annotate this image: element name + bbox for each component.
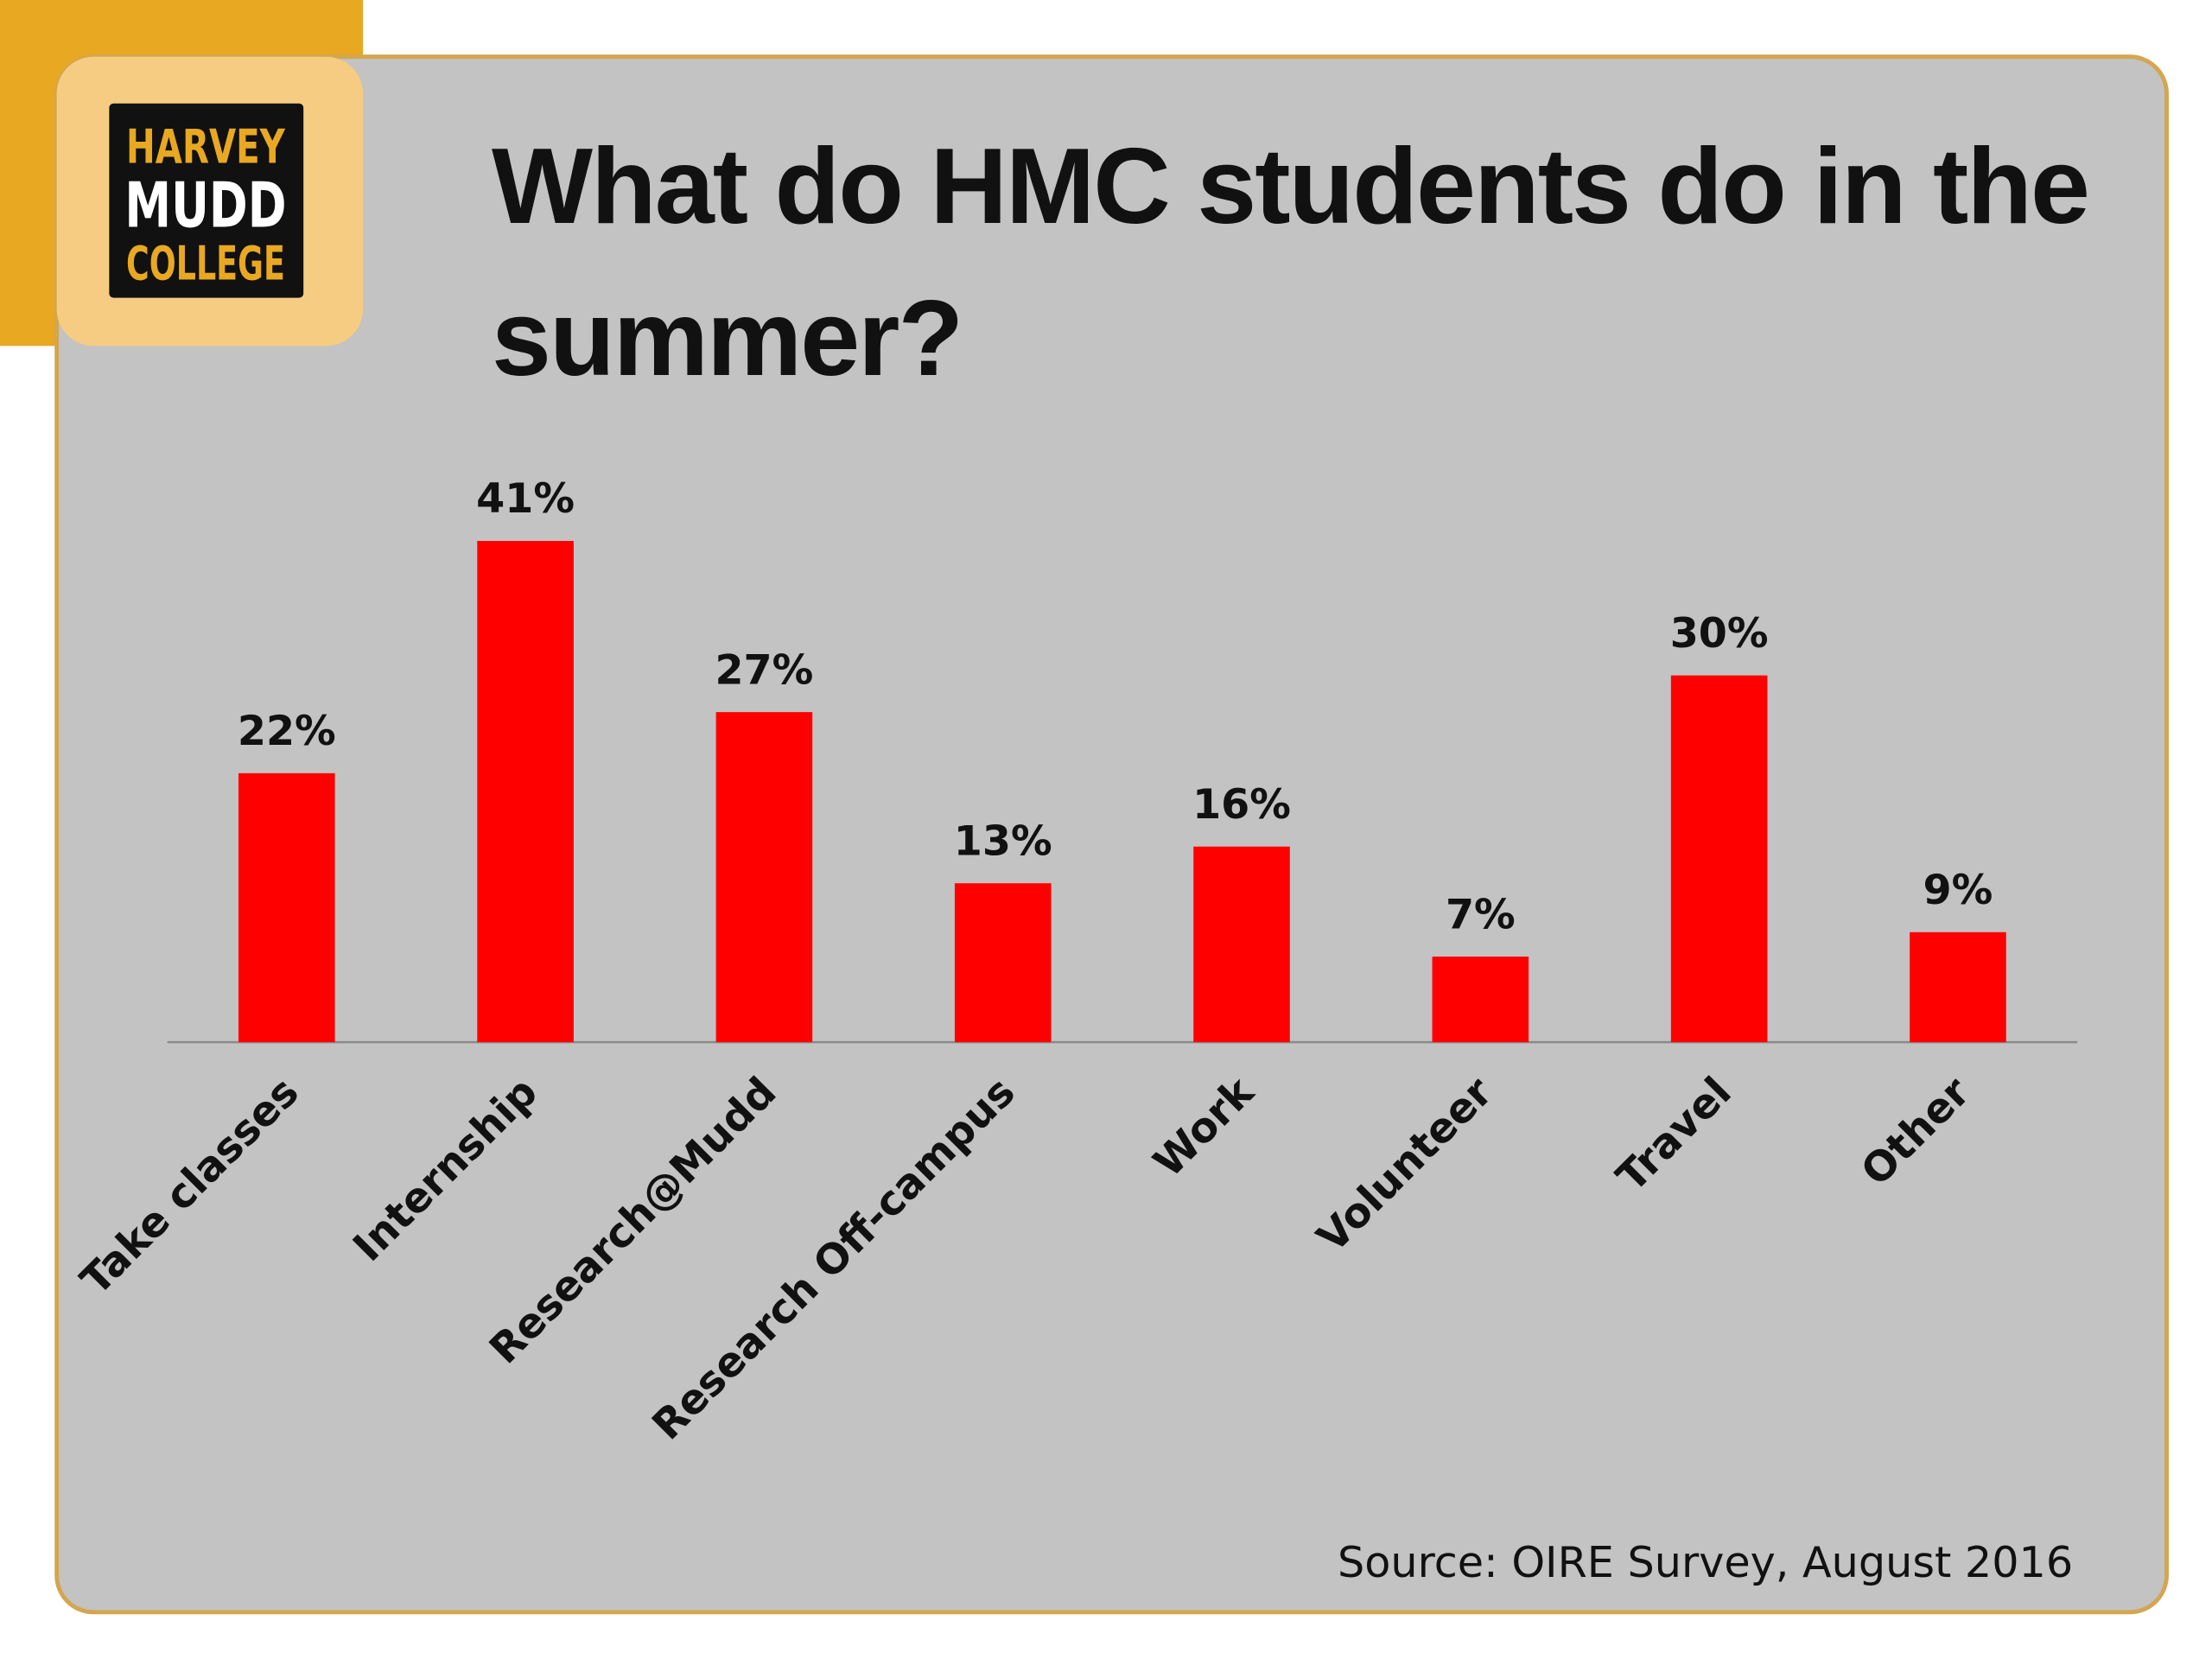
logo-box (109, 103, 304, 298)
plot: 22%Take classes41%Internship27%Research@… (72, 475, 2006, 1449)
data-label: 16% (1192, 781, 1291, 829)
bar (238, 772, 335, 1043)
data-label: 9% (1923, 867, 1993, 914)
bar (1432, 957, 1529, 1043)
logo-line: HARVEY (126, 120, 285, 175)
bar (954, 883, 1052, 1043)
bar (1910, 931, 2006, 1043)
data-label: 30% (1670, 610, 1769, 658)
data-label: 13% (954, 817, 1052, 865)
bar (1670, 675, 1768, 1043)
data-label: 27% (715, 646, 813, 694)
chart-title: What do HMC students do in the summer? (492, 127, 2090, 398)
data-label: 7% (1446, 891, 1516, 938)
bar (477, 541, 574, 1043)
panel (54, 54, 2169, 1615)
data-label: 22% (238, 708, 336, 755)
logo-line: COLLEGE (126, 236, 285, 290)
bar (1193, 846, 1290, 1043)
data-label: 41% (476, 475, 575, 523)
logo-line: MUDD (124, 170, 286, 243)
bar (715, 712, 813, 1043)
source-note: Source: OIRE Survey, August 2016 (1338, 1537, 2073, 1587)
